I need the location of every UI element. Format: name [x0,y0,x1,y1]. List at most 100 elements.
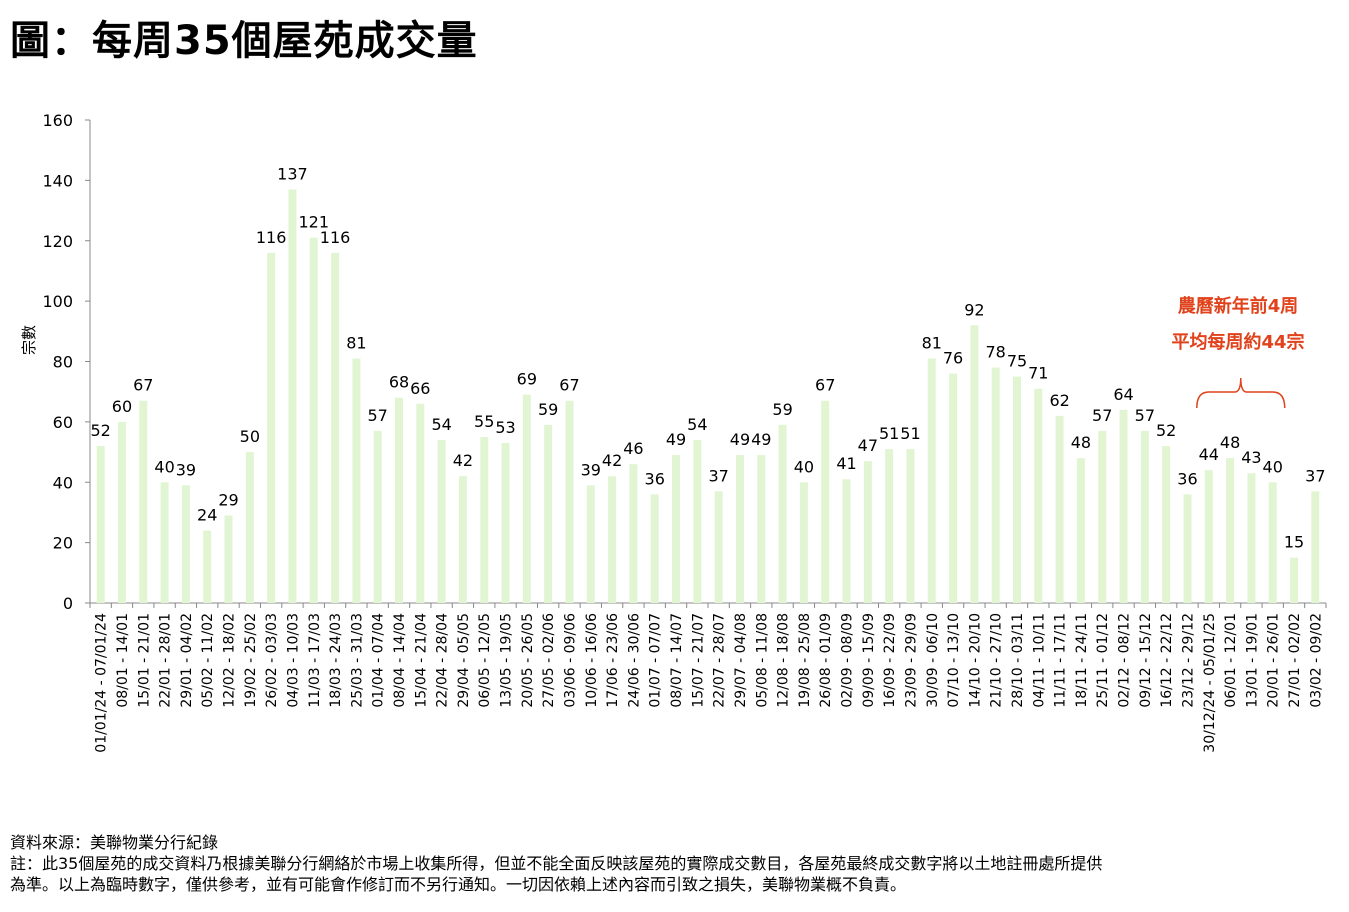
data-label: 50 [240,427,260,446]
data-label: 53 [495,418,515,437]
data-label: 64 [1113,385,1133,404]
category-label: 13/01 - 19/01 [1244,613,1260,708]
category-label: 12/08 - 18/08 [776,613,792,708]
bar [1290,557,1299,603]
data-label: 47 [858,436,878,455]
bar [203,530,212,603]
data-label: 60 [112,397,132,416]
category-label: 12/02 - 18/02 [222,613,238,708]
category-label: 26/08 - 01/09 [818,613,834,708]
data-label: 15 [1284,533,1304,552]
bar [96,446,105,603]
bar [331,252,340,603]
category-label: 27/05 - 02/06 [541,613,557,708]
category-label: 22/04 - 28/04 [435,613,451,708]
data-label: 116 [320,228,351,247]
category-label: 29/04 - 05/05 [456,613,472,708]
category-label: 09/12 - 15/12 [1138,613,1154,708]
bar [245,452,254,603]
category-label: 04/11 - 10/11 [1031,613,1047,708]
category-label: 05/02 - 11/02 [200,613,216,708]
category-label: 20/01 - 26/01 [1266,613,1282,708]
data-label: 43 [1241,448,1261,467]
category-label: 02/12 - 08/12 [1117,613,1133,708]
bar [1204,470,1213,603]
category-label: 15/04 - 21/04 [413,613,429,708]
bar [1140,430,1149,603]
category-label: 14/10 - 20/10 [967,613,983,708]
bar [1311,491,1320,603]
bar [735,455,744,603]
data-label: 81 [346,333,366,352]
bar [522,394,531,603]
data-label: 29 [218,490,238,509]
bar [288,189,297,603]
category-label: 30/09 - 06/10 [925,613,941,708]
category-label: 16/12 - 22/12 [1159,613,1175,708]
category-label: 29/01 - 04/02 [179,613,195,708]
category-label: 16/09 - 22/09 [882,613,898,708]
bar [885,449,894,603]
y-tick-label: 0 [63,594,73,613]
bar [565,400,574,603]
category-label: 27/01 - 02/02 [1287,613,1303,708]
data-label: 55 [474,412,494,431]
data-label: 39 [581,460,601,479]
bar [139,400,148,603]
bar [650,494,659,603]
data-label: 52 [90,421,110,440]
bar [949,373,958,603]
data-label: 59 [772,400,792,419]
data-label: 39 [176,460,196,479]
category-label: 25/03 - 31/03 [349,613,365,708]
bar [714,491,723,603]
bar [778,424,787,603]
category-label: 30/12/24 - 05/01/25 [1202,613,1218,753]
data-label: 71 [1028,364,1048,383]
category-label: 22/01 - 28/01 [158,613,174,708]
category-label: 23/12 - 29/12 [1180,613,1196,708]
bar [480,436,489,603]
bar [1226,458,1235,603]
bar [416,403,425,603]
data-label: 54 [687,415,707,434]
category-label: 13/05 - 19/05 [499,613,515,708]
data-label: 40 [794,457,814,476]
bar [863,461,872,603]
y-tick-label: 120 [42,232,73,251]
data-label: 92 [964,300,984,319]
annotation-text: 農曆新年前4周 [1178,295,1299,317]
bar [1162,446,1171,603]
disclaimer-line-2: 為準。以上為臨時數字，僅供參考，並有可能會作修訂而不另行通知。一切因依賴上述內容… [10,875,907,894]
category-label: 24/06 - 30/06 [626,613,642,708]
data-label: 116 [256,228,287,247]
category-label: 28/10 - 03/11 [1010,613,1026,708]
data-label: 24 [197,506,217,525]
bar [1119,409,1128,603]
bar [160,482,169,603]
category-label: 22/07 - 28/07 [712,613,728,708]
data-label: 75 [1007,352,1027,371]
data-label: 67 [133,376,153,395]
bar [693,439,702,603]
category-label: 03/06 - 09/06 [562,613,578,708]
data-label: 78 [986,343,1006,362]
data-label: 46 [623,439,643,458]
data-label: 42 [453,451,473,470]
data-label: 81 [922,333,942,352]
annotation-bracket [1196,377,1286,409]
bar [927,358,936,603]
data-label: 57 [368,406,388,425]
page-title: 圖：每周35個屋苑成交量 [10,18,478,64]
data-label: 121 [298,213,329,232]
category-label: 07/10 - 13/10 [946,613,962,708]
annotation-text: 平均每周約44宗 [1171,331,1304,353]
bar [842,479,851,603]
y-tick-label: 160 [42,111,73,130]
bar-chart: 0 20 40 60 80 100 120 140 160 宗數 52 01/01/24 - 07/0… [20,111,1327,753]
y-tick-label: 40 [53,473,73,492]
footer: 資料來源：美聯物業分行紀錄 註：此35個屋苑的成交資料乃根據美聯分行網絡於市場上… [10,832,1102,895]
category-label: 01/07 - 07/07 [648,613,664,708]
category-label: 04/03 - 10/03 [285,613,301,708]
bar [1183,494,1192,603]
